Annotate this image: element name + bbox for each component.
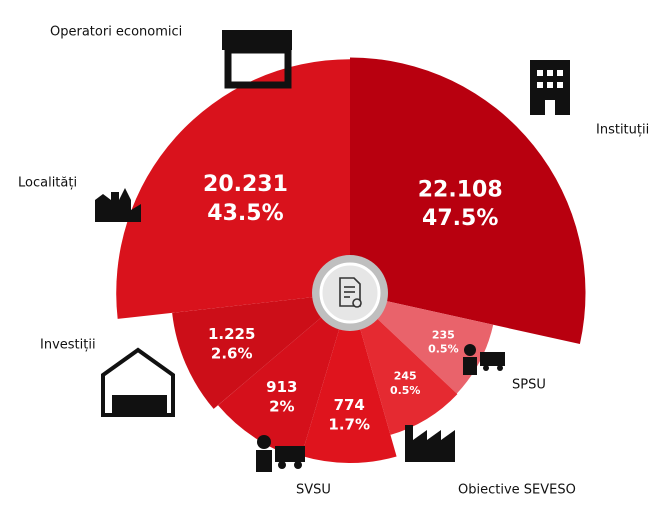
firefighter-icon <box>463 344 505 375</box>
value-label: 774 <box>334 396 365 414</box>
value-label: 20.231 <box>203 172 288 197</box>
share-label: 1.7% <box>328 416 370 434</box>
share-label: 43.5% <box>207 201 283 226</box>
building-icon <box>530 60 570 115</box>
category-label: Instituții <box>596 123 649 138</box>
sector <box>350 57 586 345</box>
value-label: 913 <box>266 378 297 396</box>
category-label: Obiective SEVESO <box>458 483 576 498</box>
category-label: Investiții <box>40 338 96 353</box>
value-label: 22.108 <box>418 177 503 202</box>
shop-icon <box>222 30 292 89</box>
firefighter-icon <box>256 435 305 472</box>
sector <box>172 293 350 409</box>
warehouse-icon <box>101 347 175 417</box>
sector <box>301 293 397 463</box>
center-badge <box>319 262 381 324</box>
document-icon <box>339 277 362 308</box>
sector <box>218 293 350 459</box>
sector <box>350 293 458 435</box>
sector <box>350 293 494 394</box>
share-label: 2% <box>269 398 294 416</box>
share-label: 2.6% <box>211 344 253 362</box>
value-label: 235 <box>432 328 455 341</box>
sector <box>116 59 351 319</box>
factory-icon <box>405 425 455 462</box>
category-label: SPSU <box>512 378 546 393</box>
category-label: Operatori economici <box>50 25 182 40</box>
share-label: 0.5% <box>390 384 421 397</box>
category-label: Localități <box>18 176 77 191</box>
value-label: 1.225 <box>208 325 255 343</box>
sectors <box>116 57 586 463</box>
share-label: 47.5% <box>422 206 498 231</box>
town-icon <box>95 188 141 222</box>
share-label: 0.5% <box>428 343 459 356</box>
category-label: SVSU <box>296 483 331 498</box>
value-label: 245 <box>394 370 417 383</box>
